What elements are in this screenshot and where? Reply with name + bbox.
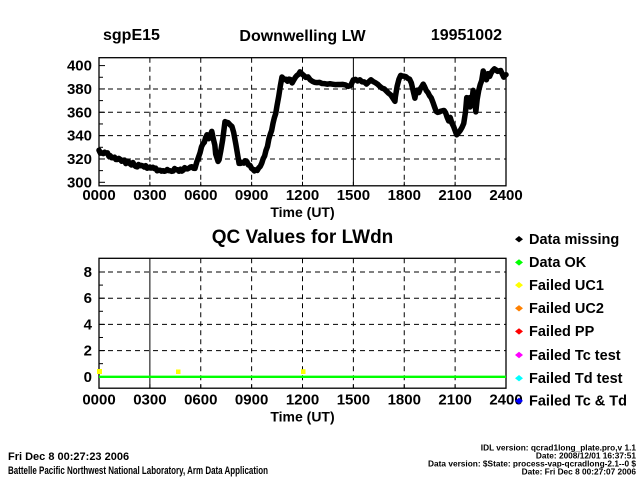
- svg-text:2100: 2100: [438, 392, 471, 409]
- svg-text:360: 360: [67, 104, 92, 121]
- svg-text:Failed UC1: Failed UC1: [529, 278, 604, 294]
- svg-text:1800: 1800: [388, 392, 421, 409]
- svg-text:Failed PP: Failed PP: [529, 324, 595, 340]
- svg-text:0000: 0000: [82, 187, 115, 204]
- svg-text:1200: 1200: [286, 187, 319, 204]
- svg-text:Data OK: Data OK: [529, 255, 587, 271]
- svg-text:Battelle Pacific Northwest Nat: Battelle Pacific Northwest National Labo…: [8, 465, 268, 477]
- svg-text:Data missing: Data missing: [529, 232, 619, 248]
- svg-text:Time (UT): Time (UT): [270, 204, 334, 220]
- svg-text:2100: 2100: [438, 187, 471, 204]
- svg-text:6: 6: [84, 290, 92, 307]
- svg-text:Downwelling LW: Downwelling LW: [239, 28, 366, 45]
- svg-text:340: 340: [67, 128, 92, 145]
- svg-text:1500: 1500: [337, 187, 370, 204]
- svg-text:19951002: 19951002: [431, 27, 502, 44]
- svg-text:8: 8: [84, 264, 92, 281]
- svg-text:0000: 0000: [82, 392, 115, 409]
- svg-text:Failed UC2: Failed UC2: [529, 301, 604, 317]
- svg-text:1800: 1800: [388, 187, 421, 204]
- svg-text:0600: 0600: [184, 392, 217, 409]
- svg-text:Time (UT): Time (UT): [270, 409, 334, 425]
- svg-text:0: 0: [84, 369, 92, 386]
- svg-text:1200: 1200: [286, 392, 319, 409]
- svg-text:2400: 2400: [489, 187, 522, 204]
- svg-text:Failed Tc & Td: Failed Tc & Td: [529, 394, 627, 410]
- svg-text:Date: Fri Dec 8 00:27:07 2006: Date: Fri Dec 8 00:27:07 2006: [522, 467, 637, 477]
- svg-text:QC Values for LWdn: QC Values for LWdn: [212, 227, 394, 248]
- svg-text:0600: 0600: [184, 187, 217, 204]
- svg-text:0300: 0300: [133, 187, 166, 204]
- svg-text:320: 320: [67, 151, 92, 168]
- svg-text:Failed Td test: Failed Td test: [529, 371, 623, 387]
- svg-text:Failed Tc test: Failed Tc test: [529, 348, 621, 364]
- svg-text:2: 2: [84, 343, 92, 360]
- svg-text:sgpE15: sgpE15: [103, 27, 160, 44]
- svg-text:0900: 0900: [235, 187, 268, 204]
- svg-text:1500: 1500: [337, 392, 370, 409]
- svg-text:0900: 0900: [235, 392, 268, 409]
- svg-text:Fri Dec 8 00:27:23 2006: Fri Dec 8 00:27:23 2006: [8, 451, 129, 463]
- svg-text:400: 400: [67, 58, 92, 75]
- svg-text:380: 380: [67, 81, 92, 98]
- svg-text:0300: 0300: [133, 392, 166, 409]
- svg-text:4: 4: [84, 316, 93, 333]
